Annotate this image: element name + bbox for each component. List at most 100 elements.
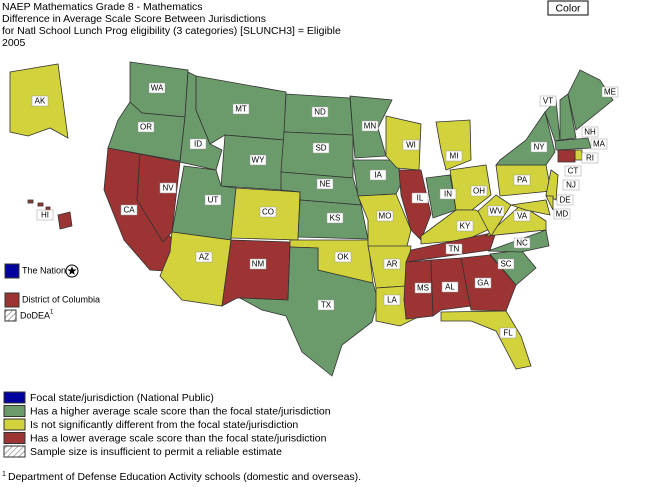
state-label: MS — [417, 284, 429, 293]
state-label: KY — [460, 222, 471, 231]
state-label-box — [553, 208, 571, 220]
state-label-box — [232, 103, 250, 115]
state-label-box — [148, 82, 166, 94]
legend-swatch — [3, 418, 26, 431]
state-shape — [435, 119, 472, 171]
state-label-box — [513, 237, 531, 249]
state-label: NY — [533, 143, 545, 152]
state-label-box — [195, 251, 213, 263]
footnote-mark: 1 — [2, 471, 6, 478]
state-label-box — [36, 209, 54, 221]
state-label-box — [497, 258, 515, 270]
state-label-box — [590, 138, 608, 150]
state-shape — [545, 195, 554, 211]
state-shape — [45, 206, 51, 211]
state-label-box — [249, 154, 267, 166]
nation-swatch — [4, 263, 20, 279]
state-shape — [557, 149, 576, 163]
legend: Focal state/jurisdiction (National Publi… — [3, 391, 331, 458]
state-label: AZ — [199, 253, 209, 262]
button-label[interactable]: Color — [555, 2, 581, 14]
state-label: CO — [262, 208, 274, 217]
color-button[interactable]: Color — [547, 0, 589, 16]
state-label-box — [369, 169, 387, 181]
state-label: VT — [543, 97, 553, 106]
state-label: DE — [559, 196, 570, 205]
state-shape — [510, 199, 551, 216]
state-label-box — [383, 258, 401, 270]
state-label: OK — [337, 253, 349, 262]
button-frame[interactable] — [547, 0, 589, 16]
state-label: NE — [319, 180, 330, 189]
state-label: MA — [593, 140, 606, 149]
state-label-box — [581, 126, 599, 138]
nation-star — [67, 266, 77, 275]
dc-swatch — [4, 292, 20, 308]
state-label: NM — [252, 260, 265, 269]
state-label-box — [445, 150, 463, 162]
state-label-box — [402, 139, 420, 151]
state-label-box — [513, 174, 531, 186]
state-label: WA — [151, 84, 164, 93]
header-line: 2005 — [2, 37, 26, 49]
state-label: UT — [208, 196, 219, 205]
state-shape — [440, 310, 532, 370]
state-label: GA — [477, 279, 489, 288]
footnote-text: Department of Defense Education Activity… — [8, 471, 361, 483]
legend-swatch — [3, 405, 26, 417]
side-items: The Nation District of Columbia DoDEA 1 — [4, 263, 100, 322]
state-label-box — [470, 185, 488, 197]
state-shape — [545, 169, 559, 201]
state-label-box — [601, 86, 619, 98]
state-shape — [136, 153, 181, 243]
legend-label: Has a lower average scale score than the… — [30, 432, 327, 444]
state-label: FL — [503, 329, 513, 338]
state-label-box — [441, 281, 459, 293]
state-label: WI — [406, 141, 416, 150]
legend-label: Has a higher average scale score than th… — [30, 405, 331, 417]
state-label-box — [474, 277, 492, 289]
state-label-box — [31, 95, 49, 107]
legend-label: Is not significantly different from the … — [30, 419, 298, 431]
state-shape — [159, 231, 232, 307]
state-label-box — [439, 188, 457, 200]
header-line: for Natl School Lunch Prog eligibility (… — [2, 25, 341, 37]
state-label: MO — [379, 212, 392, 221]
state-label: PA — [517, 176, 528, 185]
state-shape — [239, 246, 379, 377]
state-label-box — [513, 210, 531, 222]
state-label-box — [383, 294, 401, 306]
state-shape — [559, 93, 577, 141]
state-label: CA — [123, 206, 135, 215]
state-label-box — [361, 120, 379, 132]
state-label: CT — [568, 167, 579, 176]
legend-label: Focal state/jurisdiction (National Publi… — [30, 392, 214, 404]
nation-label: The Nation — [22, 265, 66, 275]
state-label-box — [562, 179, 580, 191]
state-label: TX — [321, 301, 332, 310]
state-label: MD — [556, 210, 569, 219]
state-label-box — [414, 282, 432, 294]
state-label: IL — [417, 194, 424, 203]
state-label: NV — [162, 184, 174, 193]
state-label-box — [317, 299, 335, 311]
state-label: WV — [490, 207, 504, 216]
state-label-box — [311, 106, 329, 118]
header-line: NAEP Mathematics Grade 8 - Mathematics — [2, 1, 203, 13]
state-label-box — [120, 204, 138, 216]
state-label: ME — [604, 88, 616, 97]
state-label-box — [376, 210, 394, 222]
state-label: MI — [450, 152, 459, 161]
legend-swatch — [3, 445, 26, 458]
state-label: IA — [374, 171, 382, 180]
state-label-box — [539, 95, 557, 107]
state-label-box — [456, 220, 474, 232]
state-labels: AK HI WA OR CA NV ID MT WY UT CO AZ NM ND SD NE KS OK TX MN… — [31, 82, 619, 339]
state-shape — [449, 164, 492, 211]
state-label: HI — [41, 211, 49, 220]
state-label: ND — [314, 108, 326, 117]
state-label: TN — [449, 245, 460, 254]
state-label: ID — [194, 140, 202, 149]
state-label: NJ — [566, 181, 576, 190]
